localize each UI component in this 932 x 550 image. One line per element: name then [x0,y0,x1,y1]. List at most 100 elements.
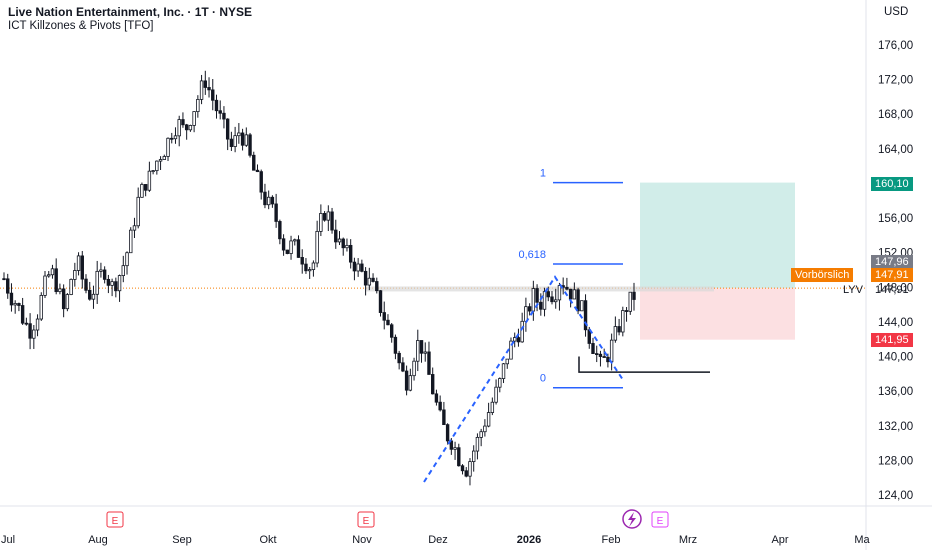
candle-body [483,425,487,433]
candle-body [632,291,636,300]
candle-body [572,289,577,300]
candle-body [404,370,409,391]
candle-body [35,318,40,331]
candle-body [568,288,573,300]
candle-body [501,363,506,379]
candle-body [337,238,342,243]
candle-body [125,252,129,267]
candle-body [88,289,92,300]
candle-body [99,269,103,272]
x-tick-label: Apr [771,534,788,546]
fib-level-label: 0 [540,373,546,385]
candle-body [621,310,625,333]
y-tick-label: 124,00 [878,490,913,502]
y-tick-label: 128,00 [878,455,913,467]
candle-body [50,268,55,276]
candle-body [121,265,125,276]
candle-body [255,169,260,173]
candle-body [583,300,588,331]
candle-body [580,300,584,312]
candle-body [513,337,517,342]
candle-body [54,268,58,293]
candle-body [132,225,137,231]
candle-body [225,118,230,140]
candle-body [307,269,312,272]
candle-body [65,294,70,310]
candle-body [345,244,349,249]
candle-body [427,351,431,375]
candle-body [196,99,200,113]
candle-body [143,184,148,191]
candle-body [110,281,114,286]
x-tick-label: Sep [172,534,192,546]
candle-body [330,211,334,231]
candle-body [6,278,10,294]
ticker-label: LYV [843,284,863,296]
candle-body [434,393,439,403]
y-tick-label: 144,00 [878,317,913,329]
candle-body [263,191,267,206]
indicator-name: ICT Killzones & Pivots [TFO] [8,20,154,32]
candle-body [270,196,275,205]
candle-body [315,230,319,264]
candle-body [326,211,331,221]
candle-body [401,362,405,372]
candle-body [531,288,536,312]
earnings-marker-label: E [657,516,664,527]
candle-body [341,238,345,249]
candle-body [363,270,368,286]
candle-body [237,132,241,137]
candle-body [457,447,461,467]
candle-body [516,337,521,343]
candle-body [2,278,6,281]
candle-body [322,213,327,221]
candle-body [136,196,140,227]
candle-body [389,324,394,338]
x-tick-label: Aug [88,534,108,546]
candle-body [43,275,47,296]
candle-body [248,134,252,156]
candle-body [550,296,554,303]
candle-body [557,285,562,301]
candle-body [102,269,107,280]
candle-body [39,295,43,320]
candle-body [203,80,208,88]
candle-body [453,447,457,450]
candle-body [460,465,465,472]
candle-body [386,319,390,326]
last-price-tag: 147,91 [875,284,909,296]
candle-body [624,310,629,312]
fib-level-label: 1 [540,168,546,180]
candle-body [61,288,66,310]
candle-body [285,249,290,254]
candle-body [606,356,610,363]
candle-body [117,275,122,292]
x-tick-label: Ma [854,534,870,546]
candle-body [259,171,263,193]
candle-body [47,274,51,277]
y-tick-label: 156,00 [878,213,913,225]
candle-body [472,450,476,462]
candle-body [613,326,618,341]
candle-body [442,409,446,426]
x-tick-label: Jul [1,534,15,546]
candle-body [565,286,569,290]
candle-body [24,322,29,325]
candle-body [311,262,316,270]
chart-title: Live Nation Entertainment, Inc. · 1T · N… [8,5,253,19]
y-tick-label: 172,00 [878,75,913,87]
y-tick-label: 176,00 [878,40,913,52]
currency-label[interactable]: USD [884,6,909,18]
candle-body [505,358,509,365]
candle-body [576,289,580,312]
session-band [366,286,714,292]
candle-body [542,291,547,310]
candle-body [73,270,77,280]
y-tick-label: 148,00 [878,282,913,294]
candle-body [20,305,25,324]
candle-body [58,288,62,293]
candle-body [304,263,308,272]
candle-body [289,240,293,254]
candle-body [378,290,383,313]
